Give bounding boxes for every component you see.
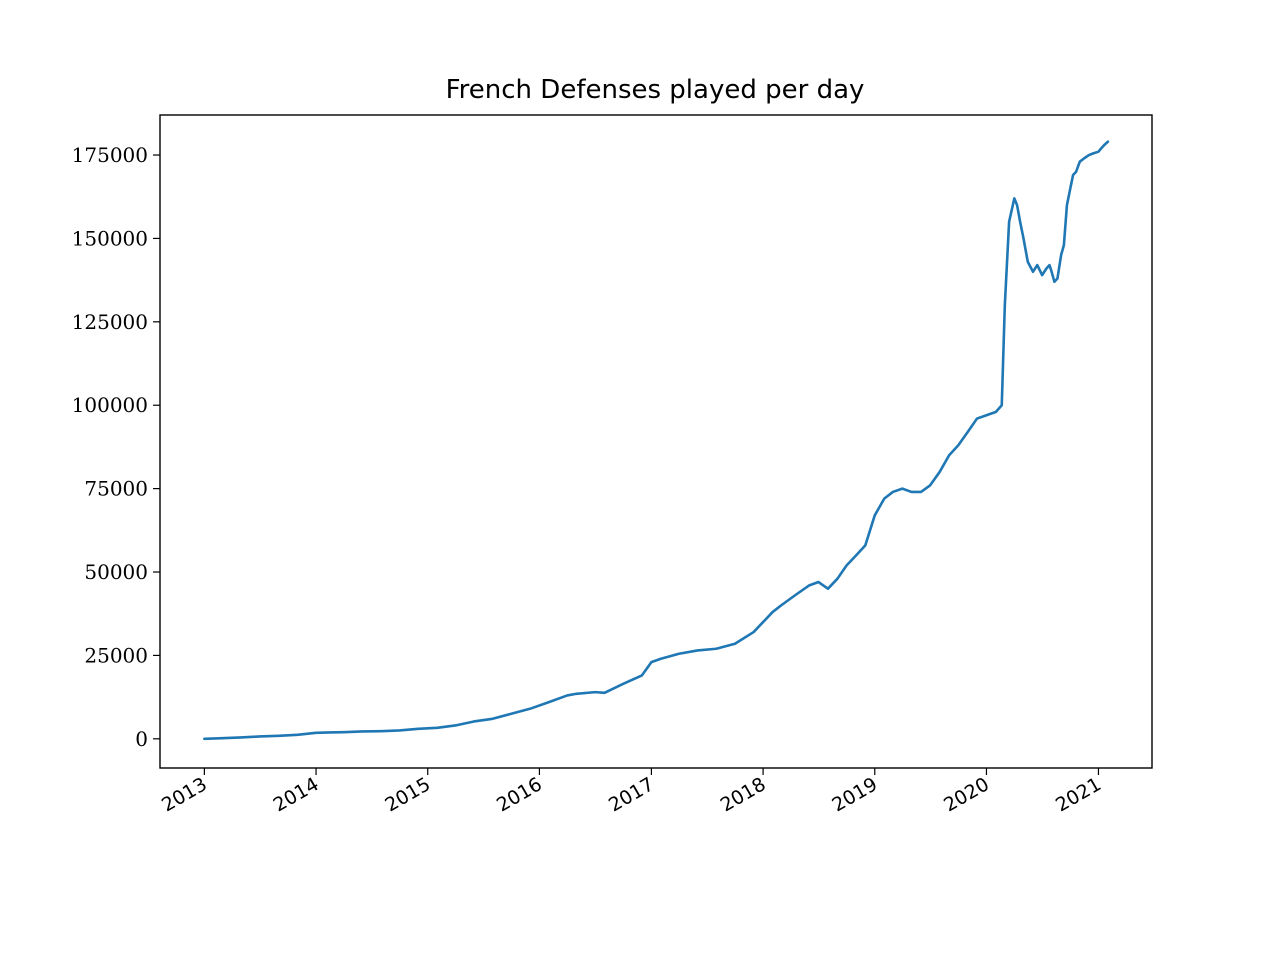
- chart-title: French Defenses played per day: [446, 75, 865, 105]
- series-line: [203, 140, 1110, 741]
- plot-frame: [159, 114, 1153, 769]
- series-layer: [203, 140, 1110, 741]
- y-tick-label: 0: [135, 727, 148, 751]
- y-tick-label: 25000: [84, 643, 148, 667]
- y-tick-label: 150000: [72, 226, 148, 250]
- y-tick-label: 75000: [84, 477, 148, 501]
- y-tick-label: 50000: [84, 560, 148, 584]
- y-tick-label: 175000: [72, 143, 148, 167]
- y-tick-label: 100000: [72, 393, 148, 417]
- y-tick-label: 125000: [72, 310, 148, 334]
